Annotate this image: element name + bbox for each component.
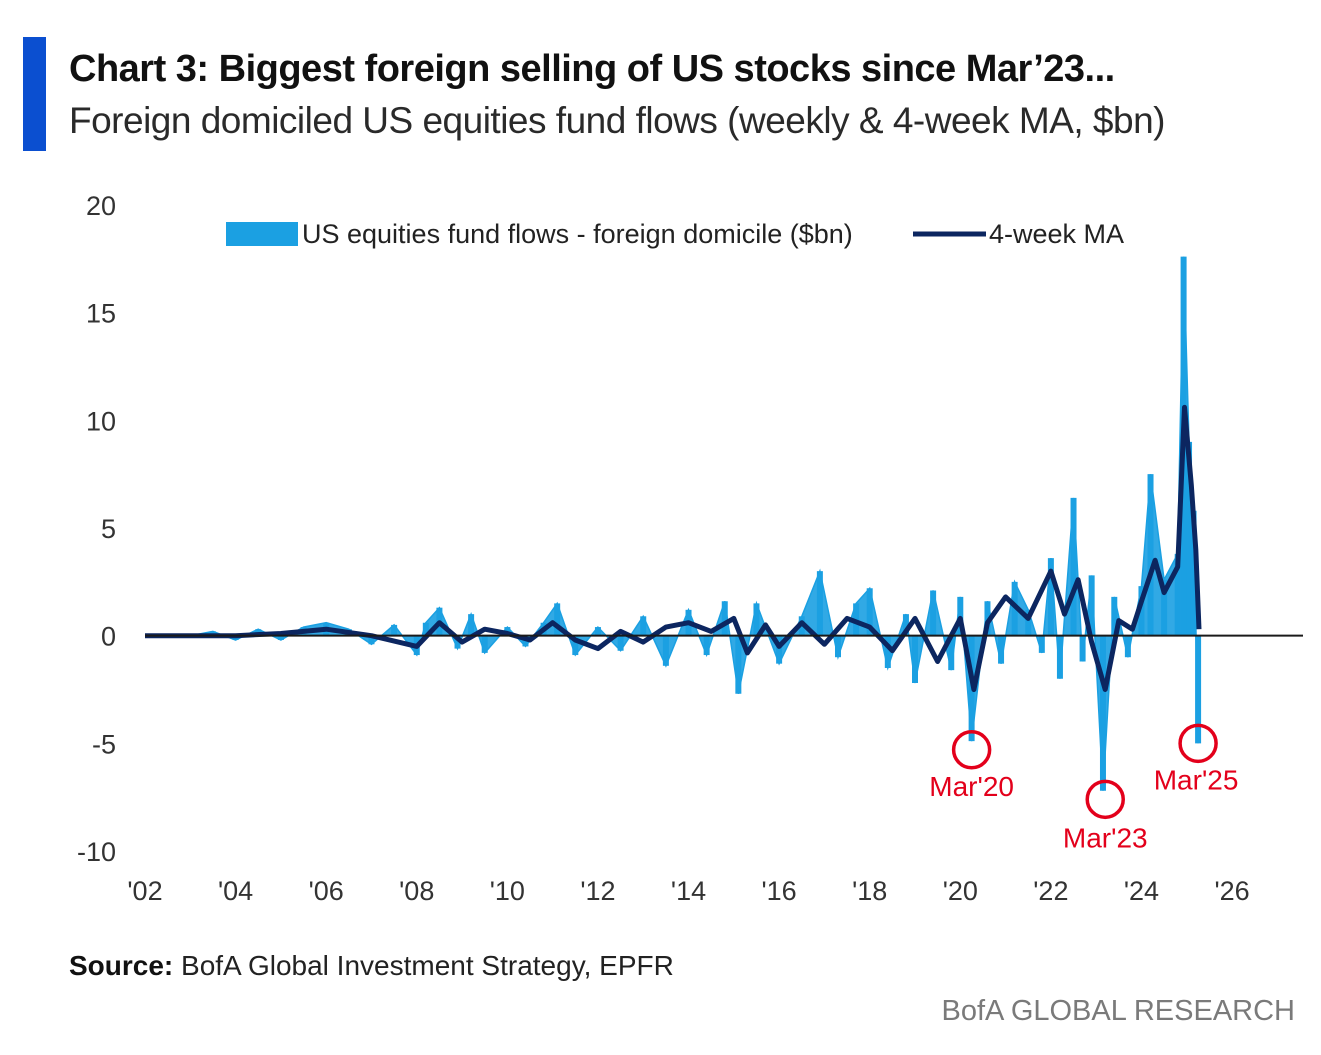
- bars-area: [145, 256, 1199, 791]
- y-tick-label: -5: [92, 729, 116, 759]
- annotation-circle: [1178, 723, 1218, 764]
- legend-label-bars: US equities fund flows - foreign domicil…: [302, 219, 853, 249]
- x-tick-label: '02: [127, 876, 162, 906]
- x-tick-label: '06: [309, 876, 344, 906]
- y-tick-label: -10: [77, 837, 116, 867]
- y-tick-label: 10: [86, 406, 116, 436]
- annotation-label: Mar'23: [1063, 822, 1148, 853]
- source-label: Source:: [69, 950, 174, 981]
- x-tick-label: '10: [490, 876, 525, 906]
- annotation-circle: [951, 730, 992, 770]
- chart-title: Chart 3: Biggest foreign selling of US s…: [69, 48, 1115, 90]
- y-tick-label: 5: [101, 514, 116, 544]
- source-note: Source: BofA Global Investment Strategy,…: [69, 950, 674, 982]
- accent-bar: [23, 37, 46, 151]
- x-tick-label: '22: [1033, 876, 1068, 906]
- x-tick-label: '24: [1124, 876, 1159, 906]
- x-tick-label: '14: [671, 876, 706, 906]
- chart-subtitle: Foreign domiciled US equities fund flows…: [69, 100, 1166, 141]
- x-tick-label: '16: [762, 876, 797, 906]
- y-tick-label: 15: [86, 299, 116, 329]
- ma-line: [145, 404, 1202, 692]
- legend-swatch-bars: [226, 222, 298, 246]
- y-tick-label: 20: [86, 191, 116, 221]
- annotation-circle: [1085, 779, 1125, 820]
- axis-layer: -10 -5 0 5 10 15 20 '02 '04 '06 '08 '10 '12 '14 '16 '18…: [77, 191, 1303, 906]
- x-tick-label: '20: [943, 876, 978, 906]
- y-tick-label: 0: [101, 622, 116, 652]
- legend: US equities fund flows - foreign domicil…: [226, 219, 1124, 249]
- legend-label-ma: 4-week MA: [989, 219, 1124, 249]
- brand-mark: BofA GLOBAL RESEARCH: [941, 995, 1295, 1027]
- ma-layer: [145, 404, 1202, 692]
- x-tick-label: '18: [852, 876, 887, 906]
- x-tick-label: '04: [218, 876, 253, 906]
- annotation-label: Mar'25: [1154, 764, 1239, 795]
- source-text: BofA Global Investment Strategy, EPFR: [181, 950, 674, 981]
- x-tick-label: '12: [580, 876, 615, 906]
- annotation-label: Mar'20: [929, 771, 1014, 802]
- bars-layer: [145, 256, 1202, 791]
- x-tick-label: '08: [399, 876, 434, 906]
- x-tick-label: '26: [1214, 876, 1249, 906]
